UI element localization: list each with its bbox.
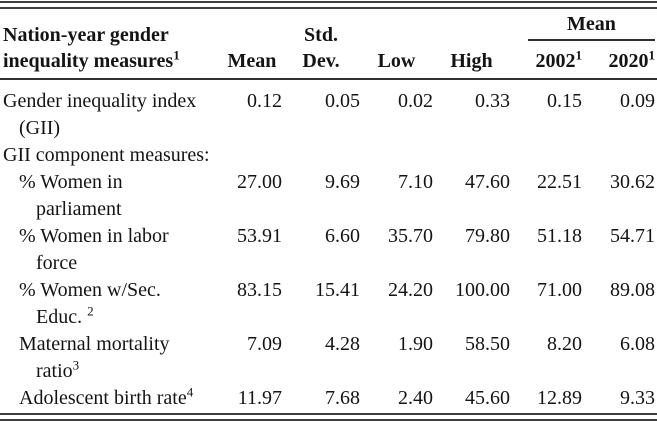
cell-mean-2002: 71.00 [537, 279, 582, 301]
row-label-cell: Gender inequality index (GII) [0, 80, 222, 142]
row-label-cell: Adolescent birth rate4 [0, 385, 222, 412]
cell-mean-2002: 0.15 [547, 90, 582, 112]
cell-mean: 7.09 [247, 333, 282, 355]
row-label-line1: % Women in labor [19, 225, 169, 247]
cell-high: 79.80 [465, 225, 510, 247]
cell-mean: 0.12 [247, 90, 282, 112]
header-2020-footnote: 1 [648, 47, 656, 63]
cell-mean-2002: 8.20 [547, 333, 582, 355]
row-label-line2: parliament [36, 198, 122, 220]
header-measures-footnote: 1 [173, 47, 180, 63]
header-measures-label: Nation-year gender inequality measures1 [3, 22, 222, 74]
row-women-in-labor-force: % Women in labor force 53.91 6.60 35.70 7… [0, 223, 657, 277]
row-label-line1: GII component measures: [3, 144, 210, 166]
cell-std-dev: 9.69 [325, 171, 360, 193]
header-mean: Mean [227, 50, 277, 72]
cell-std-dev: 0.05 [325, 90, 360, 112]
row-label-cell: GII component measures: [0, 142, 222, 169]
row-adolescent-birth-rate: Adolescent birth rate4 11.97 7.68 2.40 4… [0, 385, 657, 412]
header-2020: 20201 [608, 47, 656, 72]
header-2002: 20021 [535, 47, 583, 72]
cell-mean: 83.15 [237, 279, 282, 301]
row-label-cell: % Women in parliament [0, 169, 222, 223]
header-2002-footnote: 1 [575, 47, 583, 63]
row-women-in-parliament: % Women in parliament 27.00 9.69 7.10 47.… [0, 169, 657, 223]
cell-mean-2020: 6.08 [620, 333, 655, 355]
row-label-line1: % Women w/Sec. [19, 279, 161, 301]
cell-low: 2.40 [398, 387, 433, 409]
cell-high: 58.50 [465, 333, 510, 355]
cell-mean-2002 [510, 142, 582, 169]
cell-low [360, 142, 433, 169]
cell-low: 35.70 [388, 225, 433, 247]
row-label-line1: % Women in [19, 171, 123, 193]
cell-std-dev: 7.68 [325, 387, 360, 409]
cell-mean-2020: 0.09 [620, 90, 655, 112]
cell-low: 0.02 [398, 90, 433, 112]
row-label-line1: Adolescent birth rate4 [19, 384, 194, 409]
header-std-dev: Std. Dev. [302, 24, 340, 72]
cell-mean-2020 [582, 142, 657, 169]
row-gender-inequality-index: Gender inequality index (GII) 0.12 0.05 0… [0, 80, 657, 142]
header-measures-line2: inequality measures1 [3, 47, 180, 72]
cell-high: 45.60 [465, 387, 510, 409]
table-top-rule-inner [0, 7, 657, 9]
cell-mean-2020: 30.62 [610, 171, 655, 193]
header-high: High [450, 50, 493, 72]
cell-mean [222, 142, 282, 169]
row-label-line2: (GII) [19, 117, 61, 139]
header-mean-group: Mean [528, 11, 655, 41]
cell-low: 24.20 [388, 279, 433, 301]
row-label-line2: force [36, 252, 78, 274]
table-top-rule-outer [0, 1, 657, 3]
cell-mean-2020: 54.71 [610, 225, 655, 247]
cell-low: 1.90 [398, 333, 433, 355]
row-gii-component-measures: GII component measures: [0, 142, 657, 169]
header-measures-line1: Nation-year gender [3, 24, 169, 46]
row-maternal-mortality-ratio: Maternal mortality ratio3 7.09 4.28 1.90 … [0, 331, 657, 385]
cell-std-dev: 6.60 [325, 225, 360, 247]
table-bottom-rule-inner [0, 413, 657, 415]
cell-high: 47.60 [465, 171, 510, 193]
cell-mean-2002: 22.51 [537, 171, 582, 193]
table-bottom-rule-outer [0, 419, 657, 421]
cell-high: 100.00 [455, 279, 510, 301]
cell-mean-2020: 9.33 [620, 387, 655, 409]
row-label-cell: % Women w/Sec. Educ. 2 [0, 277, 222, 331]
header-low: Low [377, 50, 416, 72]
row-label-cell: Maternal mortality ratio3 [0, 331, 222, 385]
row-label-cell: % Women in labor force [0, 223, 222, 277]
summary-statistics-table: Gender inequality index (GII) 0.12 0.05 0… [0, 80, 657, 412]
cell-mean-2002: 51.18 [537, 225, 582, 247]
cell-high [433, 142, 510, 169]
row-women-secondary-education: % Women w/Sec. Educ. 2 83.15 15.41 24.20 … [0, 277, 657, 331]
cell-std-dev [282, 142, 360, 169]
cell-mean: 27.00 [237, 171, 282, 193]
row-label-line2: Educ. 2 [36, 303, 94, 328]
cell-mean-2002: 12.89 [537, 387, 582, 409]
cell-mean-2020: 89.08 [610, 279, 655, 301]
cell-std-dev: 15.41 [315, 279, 360, 301]
table-header: Nation-year gender inequality measures1 … [0, 9, 657, 80]
row-label-line1: Gender inequality index [3, 90, 197, 112]
cell-mean: 11.97 [237, 387, 282, 409]
cell-mean: 53.91 [237, 225, 282, 247]
cell-high: 0.33 [475, 90, 510, 112]
cell-std-dev: 4.28 [325, 333, 360, 355]
cell-low: 7.10 [398, 171, 433, 193]
row-label-line2: ratio3 [36, 357, 80, 382]
row-label-line1: Maternal mortality [19, 333, 170, 355]
